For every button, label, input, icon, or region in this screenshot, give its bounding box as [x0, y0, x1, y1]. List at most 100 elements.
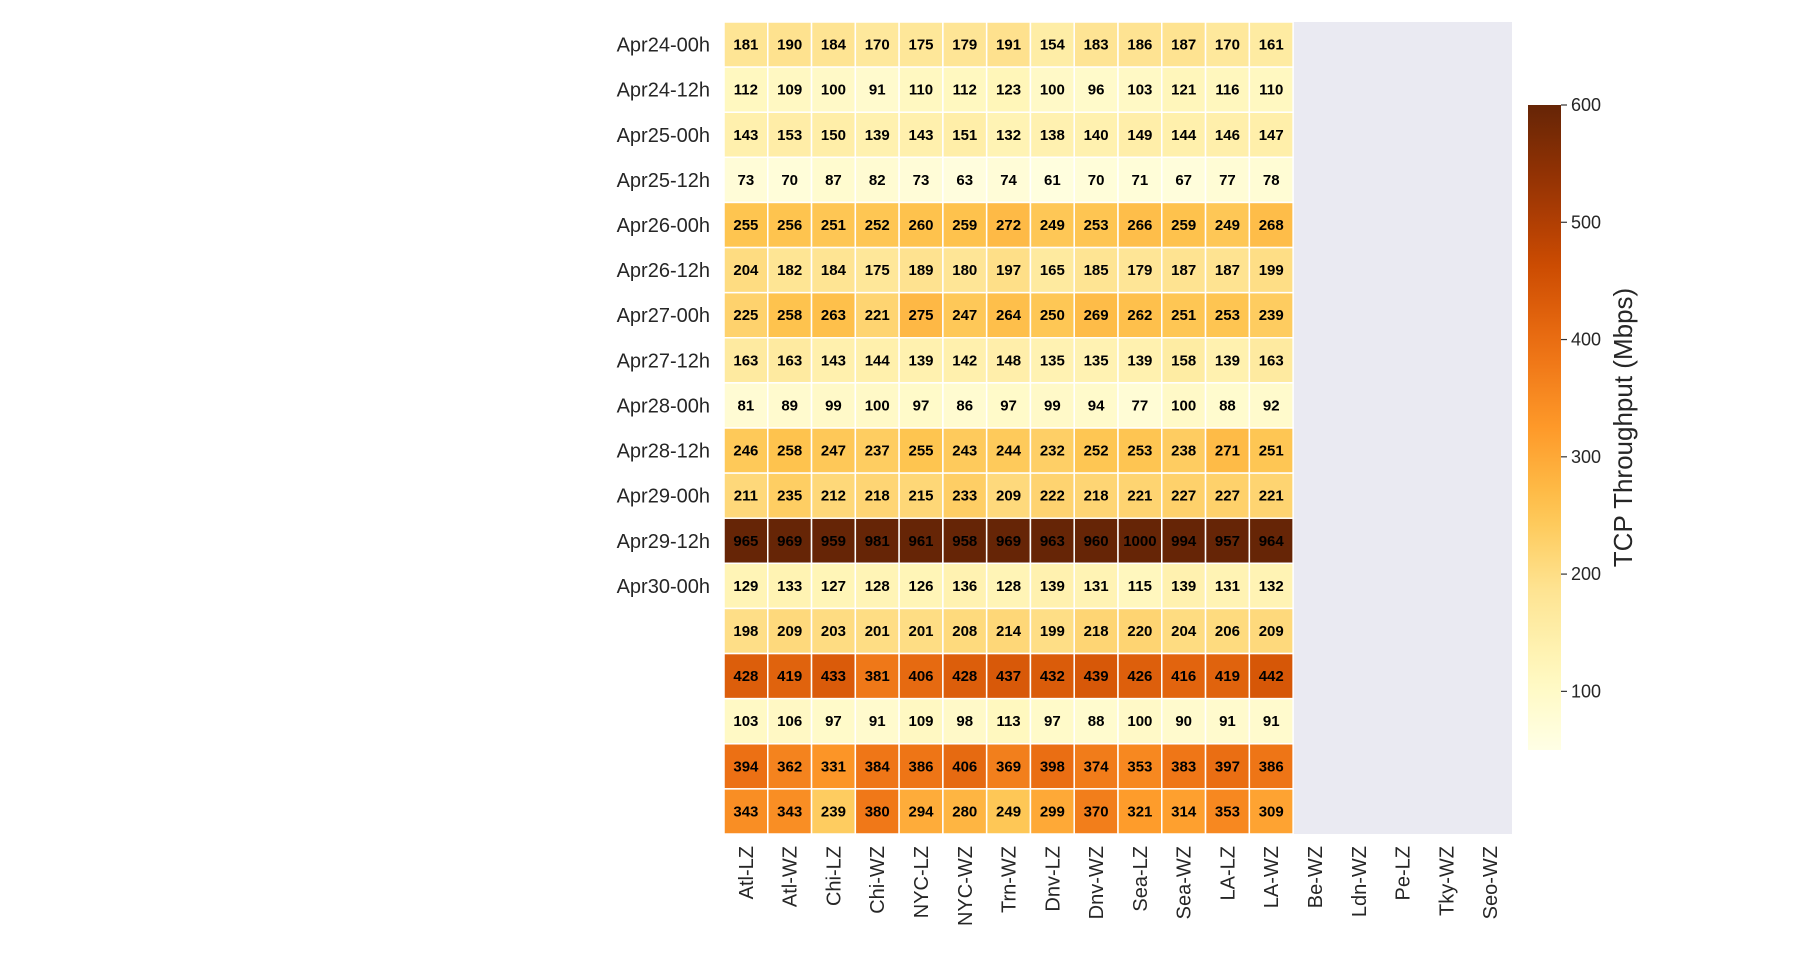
cell-value-label: 343	[777, 803, 802, 820]
heatmap-cell	[1161, 788, 1207, 835]
heatmap-cell	[1029, 337, 1075, 384]
heatmap-cell	[1248, 291, 1294, 339]
cell-value-label: 139	[908, 352, 933, 369]
cell-value-label: 255	[733, 217, 758, 234]
heatmap-cell	[942, 517, 988, 565]
cell-value-label: 235	[777, 488, 802, 505]
x-tick-label: Atl-WZ	[780, 846, 802, 907]
cell-value-label: 151	[952, 127, 977, 144]
cell-value-label: 222	[1040, 488, 1065, 505]
cell-value-label: 343	[733, 803, 758, 820]
y-tick-label: Apr26-00h	[617, 215, 710, 237]
cell-value-label: 100	[1171, 397, 1196, 414]
heatmap-cell	[1204, 562, 1251, 610]
cell-value-label: 246	[733, 443, 758, 460]
cell-value-label: 190	[777, 37, 802, 54]
cell-value-label: 201	[865, 623, 890, 640]
x-tick-label: Pe-LZ	[1393, 846, 1415, 900]
heatmap-cell	[1029, 788, 1075, 835]
x-tick-label: Chi-WZ	[867, 846, 889, 914]
cell-value-label: 179	[1127, 262, 1152, 279]
x-tick-label: Sea-WZ	[1174, 846, 1196, 919]
heatmap-value-labels: 181 190 184 170 175 179 191 154 183 186 187 170 161 1…	[733, 37, 1284, 821]
heatmap-cell	[1204, 743, 1251, 790]
colorbar-tick-label: 500	[1571, 212, 1601, 232]
cell-value-label: 74	[1000, 172, 1017, 189]
cell-value-label: 116	[1215, 82, 1239, 99]
cell-value-label: 132	[996, 127, 1021, 144]
heatmap-cell	[1161, 201, 1207, 249]
heatmap-cell	[854, 66, 900, 113]
y-tick-label: Apr29-12h	[617, 531, 710, 553]
cell-value-label: 247	[821, 443, 846, 460]
cell-value-label: 143	[733, 127, 758, 144]
cell-value-label: 197	[996, 262, 1021, 279]
cell-value-label: 86	[956, 397, 973, 414]
cell-value-label: 73	[913, 172, 930, 189]
heatmap-cell	[723, 66, 769, 113]
heatmap-cell	[810, 472, 857, 519]
heatmap-cell	[1248, 562, 1294, 610]
x-tick-label: Ldn-WZ	[1349, 846, 1371, 917]
cell-value-label: 227	[1215, 488, 1240, 505]
heatmap-cell	[1204, 156, 1251, 204]
heatmap-cell	[1029, 743, 1075, 790]
heatmap-cell	[1073, 427, 1119, 474]
cell-value-label: 91	[1219, 713, 1236, 730]
cell-value-label: 419	[1215, 668, 1240, 685]
heatmap-cell	[1161, 562, 1207, 610]
heatmap-cell	[723, 291, 769, 339]
cell-value-label: 180	[952, 262, 977, 279]
cell-value-label: 61	[1044, 172, 1061, 189]
cell-value-label: 247	[952, 307, 977, 324]
cell-value-label: 237	[865, 443, 890, 460]
cell-value-label: 103	[1127, 82, 1152, 99]
cell-value-label: 91	[1263, 713, 1280, 730]
heatmap-cell	[985, 337, 1032, 384]
heatmap-cell	[1117, 156, 1163, 204]
colorbar-gradient	[1528, 105, 1561, 750]
cell-value-label: 187	[1171, 262, 1196, 279]
cell-value-label: 97	[1044, 713, 1061, 730]
cell-value-label: 112	[953, 82, 977, 99]
heatmap-cell	[1248, 743, 1294, 790]
cell-value-label: 184	[821, 37, 847, 54]
cell-value-label: 71	[1132, 172, 1149, 189]
heatmap-cell	[1248, 788, 1294, 835]
heatmap-cell	[1073, 697, 1119, 745]
heatmap-cell	[1161, 652, 1207, 700]
cell-value-label: 199	[1259, 262, 1284, 279]
cell-value-label: 143	[821, 352, 846, 369]
cell-value-label: 362	[777, 758, 802, 775]
cell-value-label: 139	[1127, 352, 1152, 369]
x-tick-label: Sea-LZ	[1130, 846, 1152, 912]
cell-value-label: 259	[1171, 217, 1196, 234]
heatmap-cell	[1161, 66, 1207, 113]
heatmap-cell	[942, 788, 988, 835]
heatmap-cell	[985, 201, 1032, 249]
heatmap-cell	[1117, 788, 1163, 835]
cell-value-label: 314	[1171, 803, 1197, 820]
cell-value-label: 70	[781, 172, 798, 189]
y-tick-label: Apr28-12h	[617, 441, 710, 463]
heatmap-cell	[898, 607, 944, 655]
cell-value-label: 139	[1171, 578, 1196, 595]
cell-value-label: 142	[952, 352, 977, 369]
heatmap-cell	[1204, 472, 1251, 519]
cell-value-label: 253	[1084, 217, 1109, 234]
cell-value-label: 109	[777, 82, 802, 99]
cell-value-label: 428	[952, 668, 977, 685]
heatmap-cells	[723, 21, 1512, 835]
cell-value-label: 135	[1084, 352, 1109, 369]
cell-value-label: 253	[1127, 443, 1152, 460]
y-tick-label: Apr25-00h	[617, 125, 710, 147]
cell-value-label: 437	[996, 668, 1021, 685]
heatmap-cell	[985, 472, 1032, 519]
cell-value-label: 67	[1175, 172, 1192, 189]
cell-value-label: 91	[869, 713, 886, 730]
cell-value-label: 97	[1000, 397, 1017, 414]
cell-value-label: 251	[821, 217, 846, 234]
cell-value-label: 253	[1215, 307, 1240, 324]
